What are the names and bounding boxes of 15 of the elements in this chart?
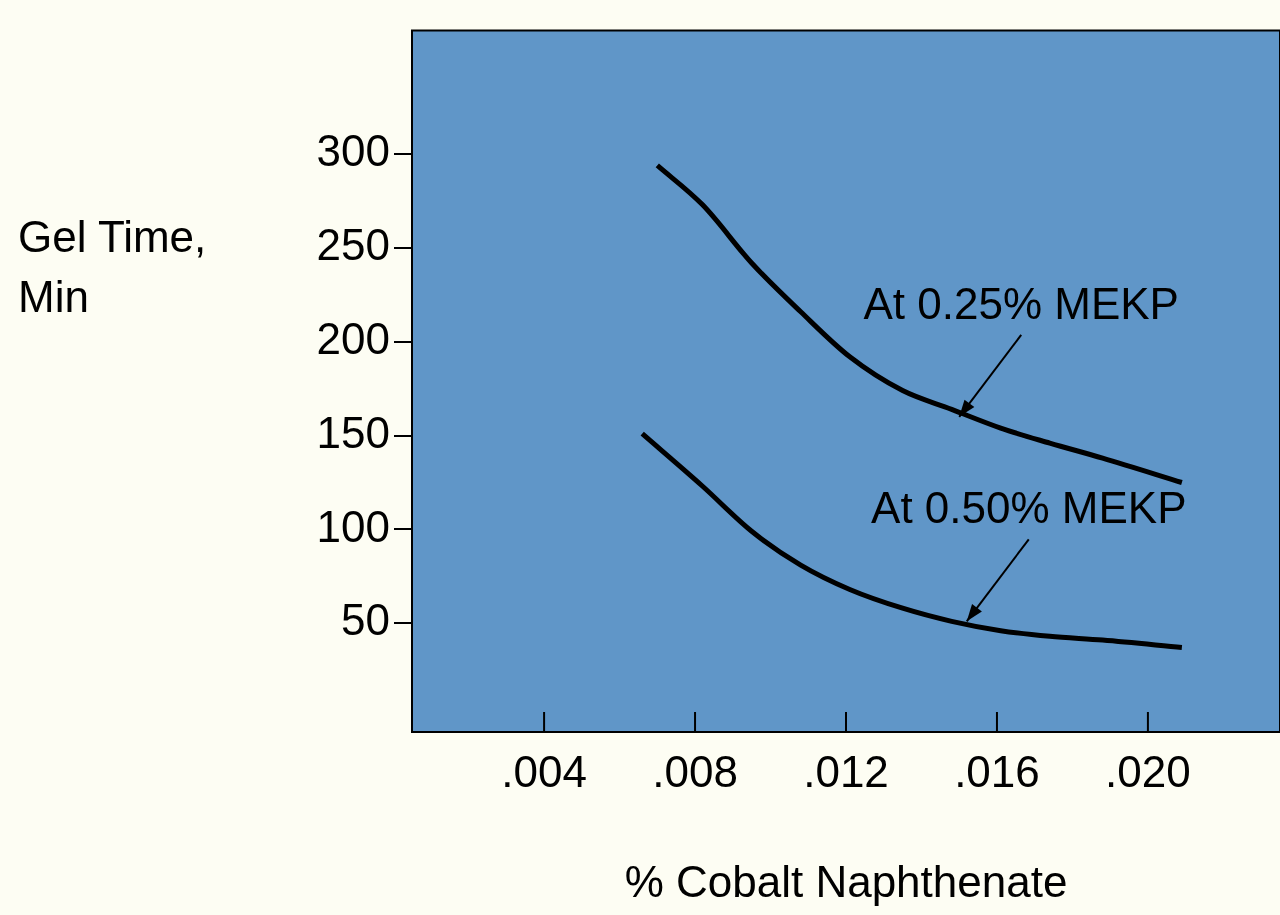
x-tick-label: .008: [652, 746, 738, 796]
y-tick-label: 100: [316, 501, 390, 551]
x-tick-label: .020: [1105, 746, 1191, 796]
x-tick-label: .016: [954, 746, 1040, 796]
annotation: At 0.25% MEKP: [863, 278, 1179, 328]
y-tick-label: 150: [316, 407, 390, 457]
annotation: At 0.50% MEKP: [871, 483, 1187, 533]
y-tick-label: 250: [316, 220, 390, 270]
x-tick-label: .004: [501, 746, 587, 796]
y-tick-label: 200: [316, 313, 390, 363]
y-tick-label: 50: [341, 595, 390, 645]
y-tick-label: 300: [316, 126, 390, 176]
x-tick-label: .012: [803, 746, 889, 796]
y-axis-title: Gel Time, Min: [18, 212, 207, 322]
x-axis-title: % Cobalt Naphthenate: [624, 857, 1068, 907]
